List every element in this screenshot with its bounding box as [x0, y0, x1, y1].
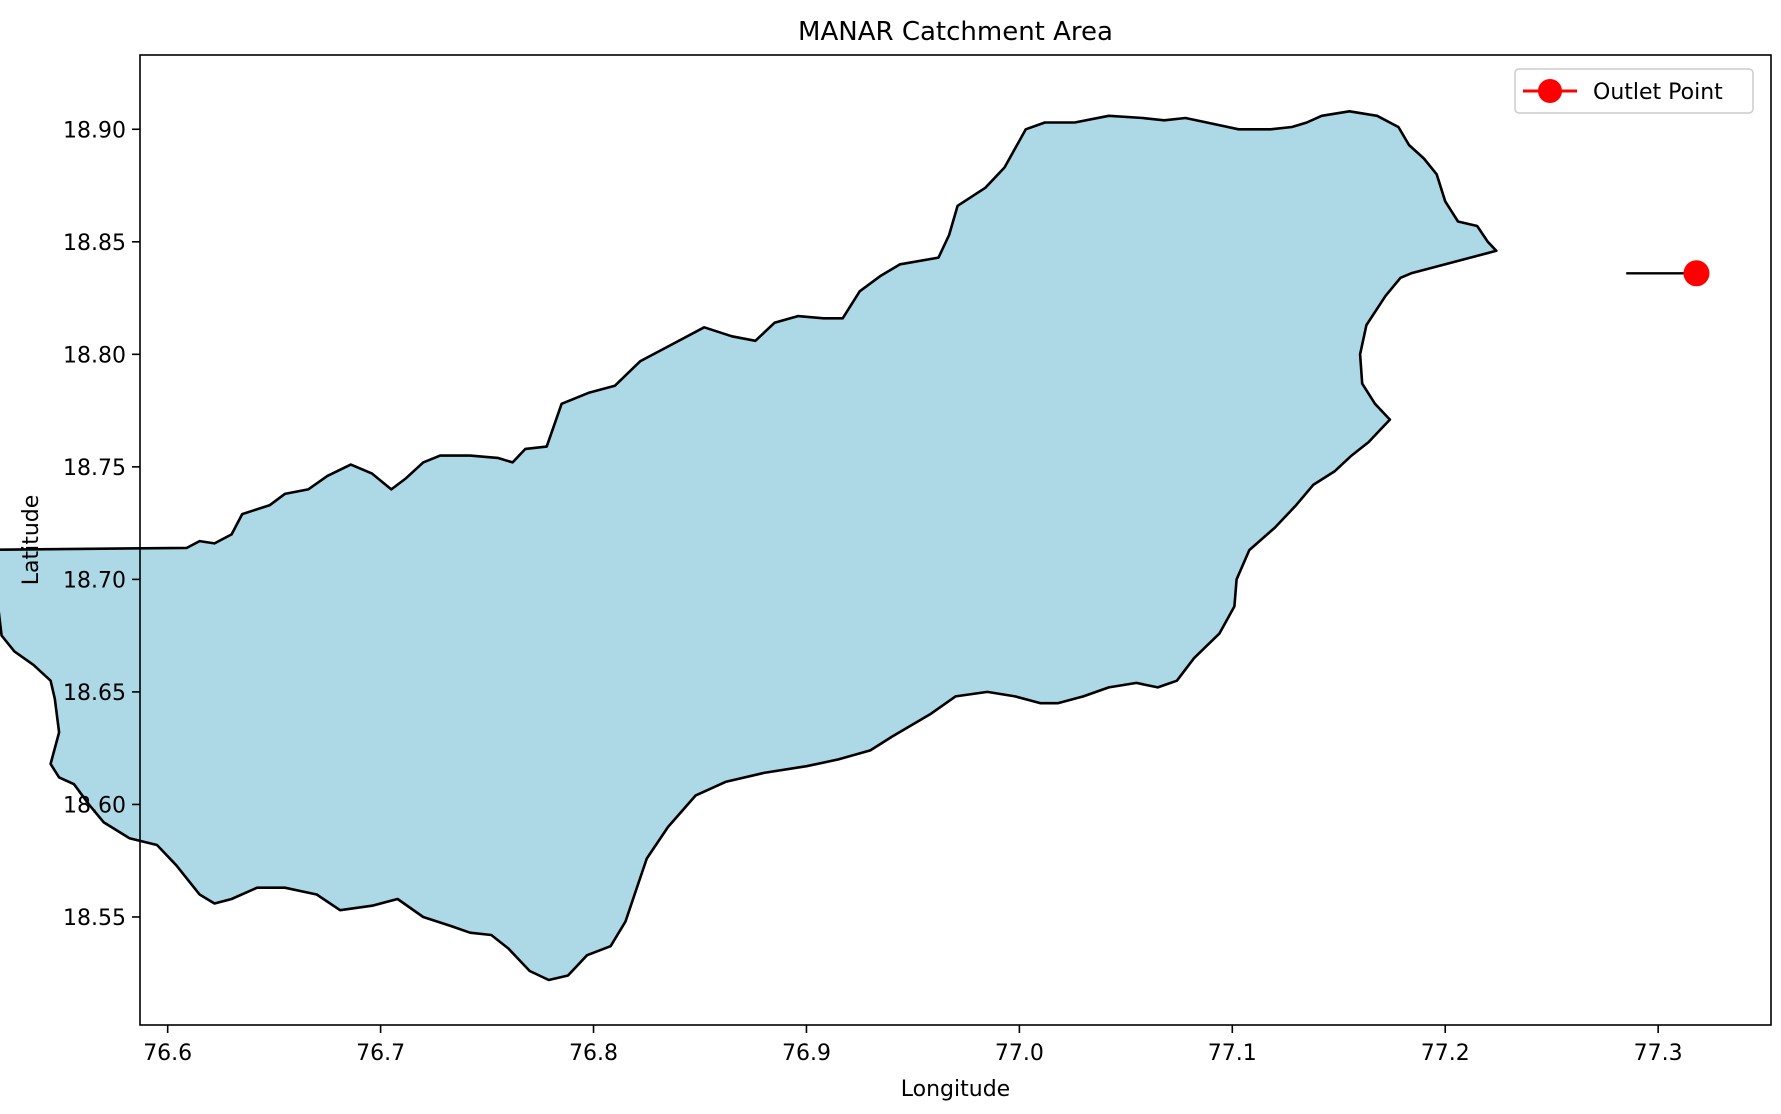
- legend-frame: [1514, 68, 1754, 114]
- x-tick-label: 77.3: [1634, 1041, 1683, 1066]
- y-tick-label: 18.75: [63, 456, 126, 481]
- y-tick-label: 18.80: [63, 343, 126, 368]
- x-tick-label: 76.6: [143, 1041, 192, 1066]
- y-tick-label: 18.70: [63, 568, 126, 593]
- x-tick-label: 76.9: [782, 1041, 831, 1066]
- x-tick-label: 76.7: [356, 1041, 405, 1066]
- x-axis-label: Longitude: [901, 1077, 1010, 1102]
- x-tick-label: 77.1: [1208, 1041, 1257, 1066]
- x-tick-label: 76.8: [569, 1041, 618, 1066]
- legend: Outlet Point: [1514, 68, 1754, 114]
- chart-title: MANAR Catchment Area: [798, 17, 1113, 47]
- outlet-point-marker: [1683, 260, 1710, 287]
- legend-outlet-marker: [1538, 79, 1562, 103]
- y-tick-label: 18.60: [63, 793, 126, 818]
- x-tick-label: 77.0: [995, 1041, 1044, 1066]
- y-tick-label: 18.65: [63, 681, 126, 706]
- y-tick-label: 18.55: [63, 906, 126, 931]
- axes: 76.6 76.7 76.8 76.9 77.0 77.1 77.2 77.3 18.55 18.…: [63, 54, 1772, 1066]
- catchment-polygon: [0, 110, 1498, 982]
- y-tick-label: 18.85: [63, 231, 126, 256]
- legend-outlet-label: Outlet Point: [1593, 80, 1723, 105]
- plot-area: [0, 110, 1710, 982]
- plot-frame: [139, 54, 1772, 1026]
- x-tick-label: 77.2: [1421, 1041, 1470, 1066]
- y-tick-label: 18.90: [63, 118, 126, 143]
- y-axis-label: Latitude: [19, 495, 44, 586]
